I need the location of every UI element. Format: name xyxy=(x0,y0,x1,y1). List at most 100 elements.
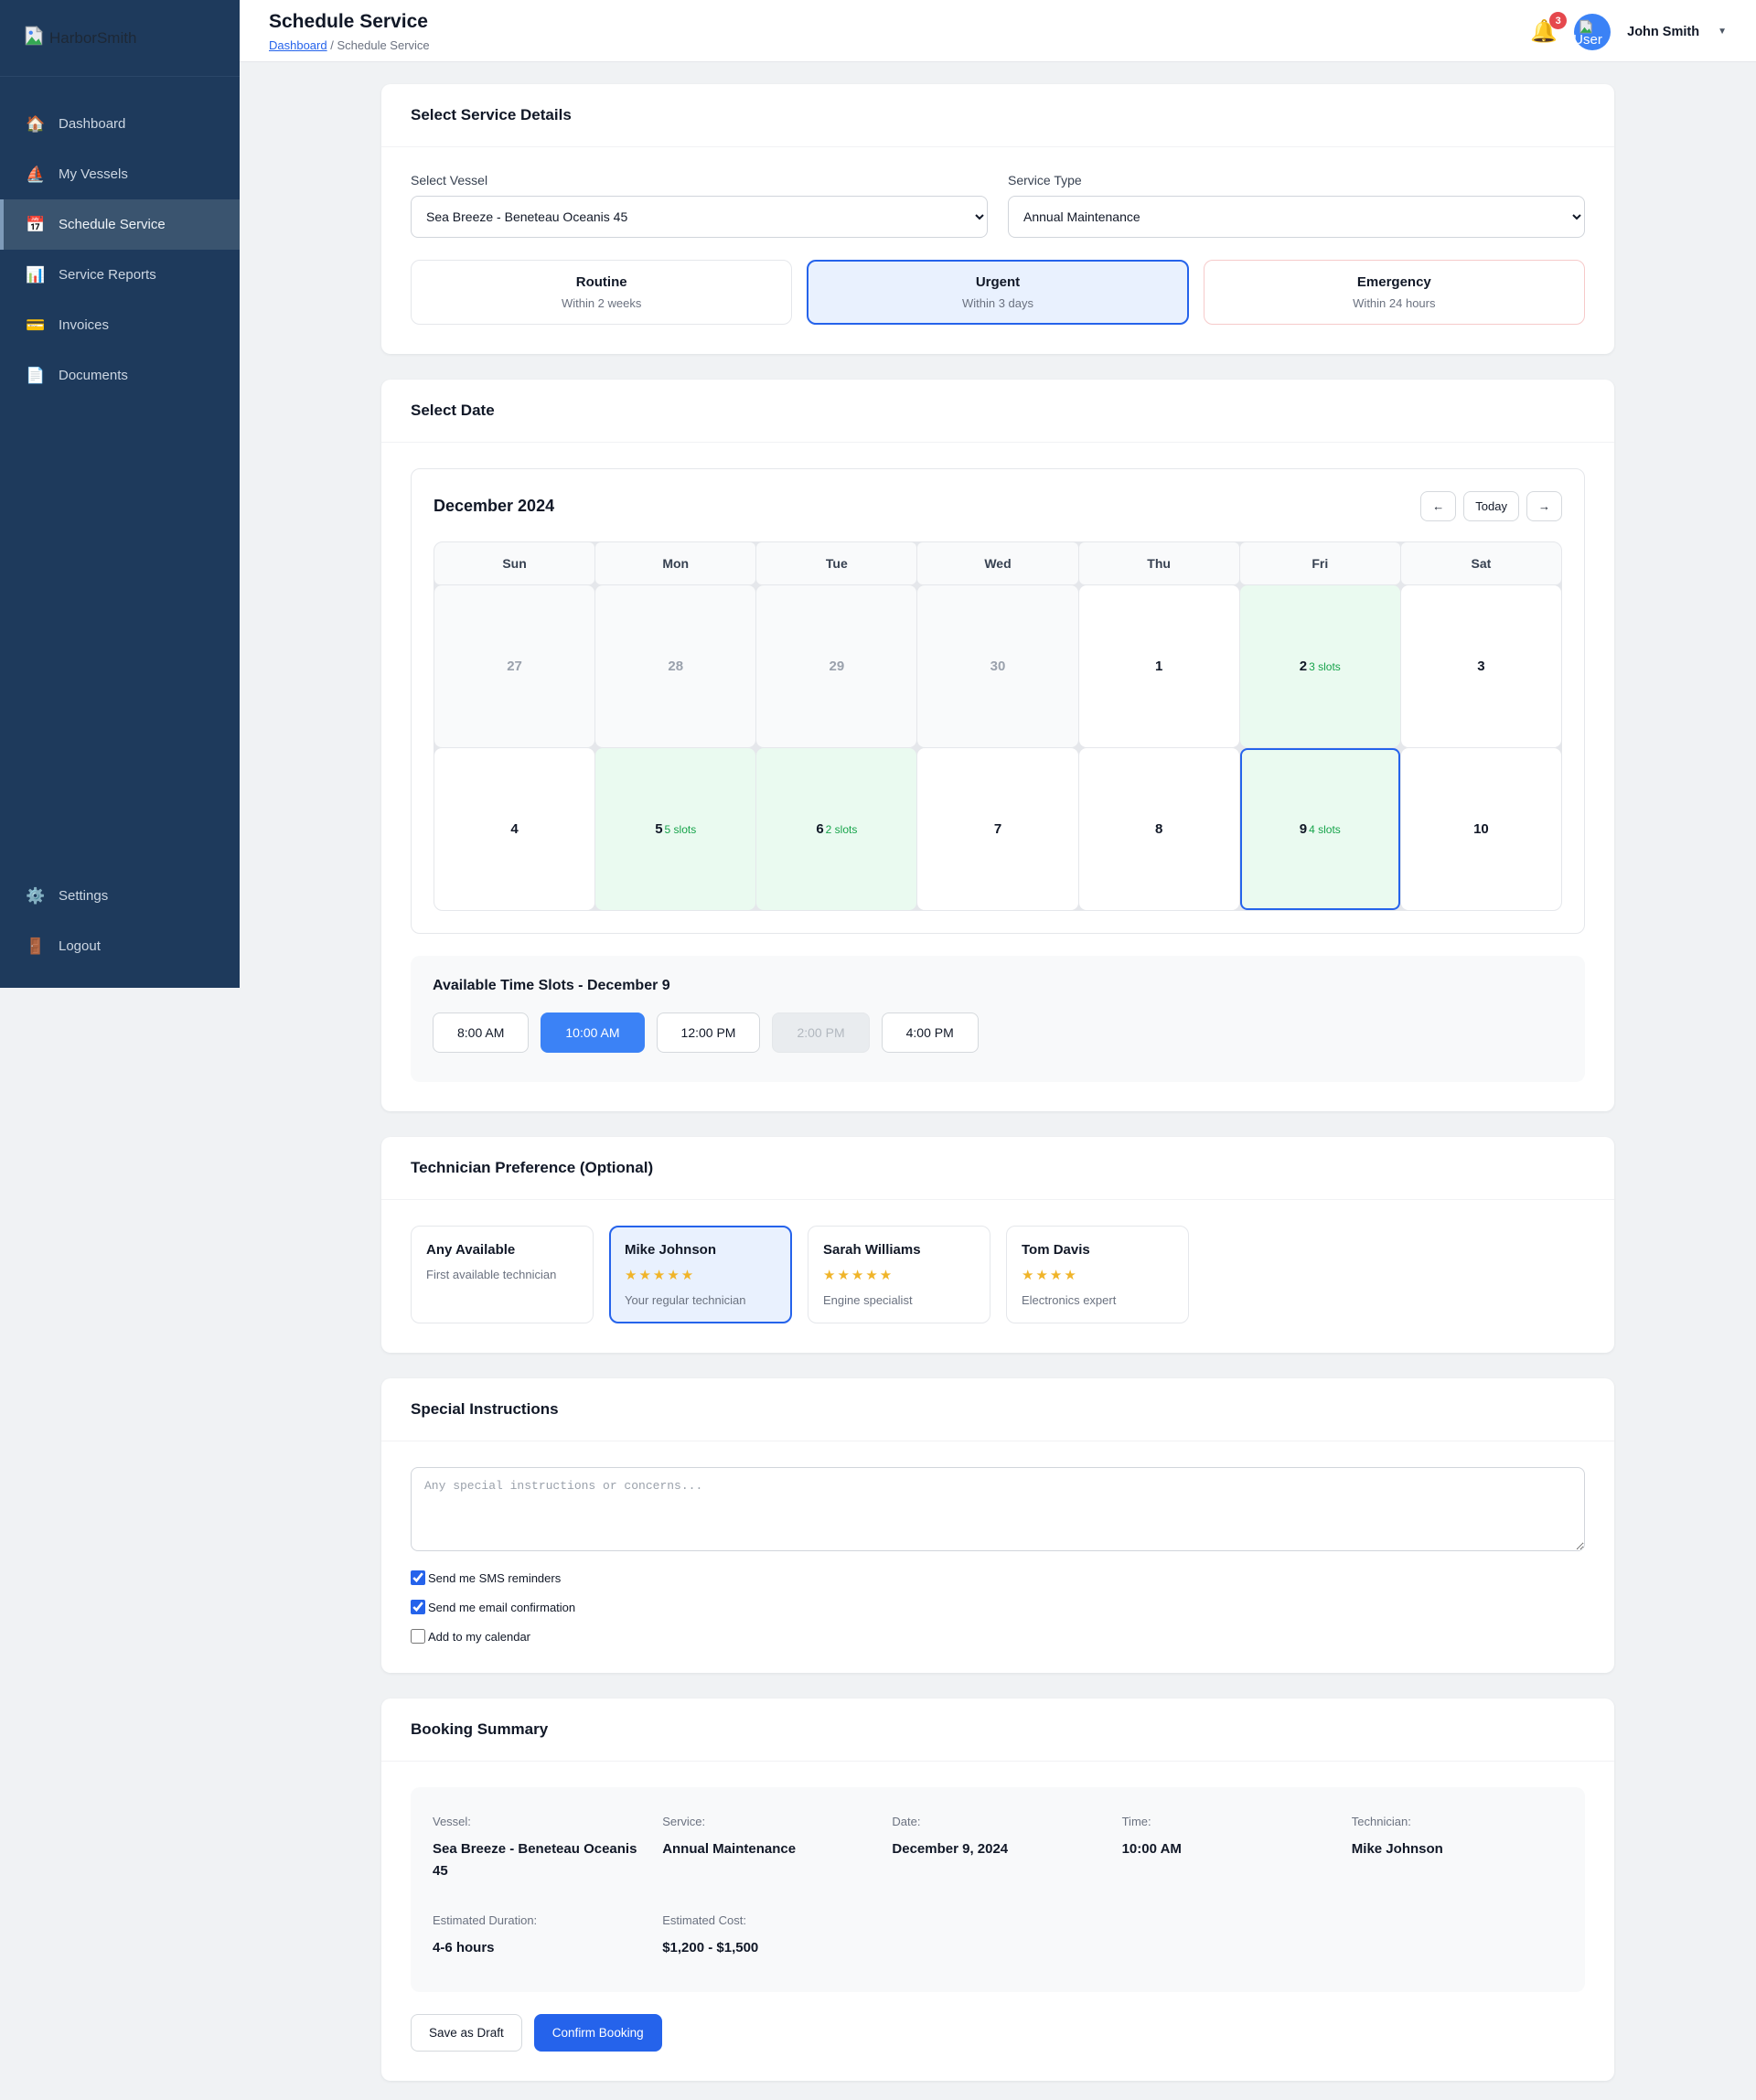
star-rating-icon: ★★★★★ xyxy=(823,1268,894,1283)
summary-field-label: Time: xyxy=(1121,1815,1151,1828)
checkbox-send-me-sms-reminders[interactable] xyxy=(411,1570,425,1585)
calendar-day-cell-8[interactable]: 8 xyxy=(1078,748,1239,910)
calendar-day-cell-28[interactable]: 28 xyxy=(595,585,756,747)
title-block: Schedule Service Dashboard / Schedule Se… xyxy=(269,11,430,52)
technician-option-any-available[interactable]: Any Available First available technician xyxy=(411,1226,594,1323)
checkbox-add-to-my-calendar[interactable] xyxy=(411,1629,425,1644)
calendar-day-cell-1[interactable]: 1 xyxy=(1078,585,1239,747)
booking-summary-card: Booking Summary Vessel: Sea Breeze - Bene… xyxy=(381,1698,1614,2081)
home-icon: 🏠 xyxy=(26,114,46,133)
service-type-select[interactable]: Annual Maintenance xyxy=(1008,196,1585,238)
technician-options: Any Available First available technician M… xyxy=(411,1226,1585,1323)
calendar-today-button[interactable]: Today xyxy=(1463,491,1519,521)
technician-card: Technician Preference (Optional) Any Ava… xyxy=(381,1137,1614,1353)
calendar-day-cell-3[interactable]: 3 xyxy=(1400,585,1561,747)
day-number: 27 xyxy=(507,659,522,674)
sidebar-item-logout[interactable]: 🚪 Logout xyxy=(0,921,240,971)
special-instructions-textarea[interactable] xyxy=(411,1467,1585,1551)
calendar-day-cell-4[interactable]: 4 xyxy=(434,748,595,910)
summary-field-value: 4-6 hours xyxy=(433,1940,495,1955)
priority-subtitle: Within 2 weeks xyxy=(561,296,642,310)
technician-description: Electronics expert xyxy=(1022,1293,1117,1307)
summary-field: Estimated Cost: $1,200 - $1,500 xyxy=(662,1913,873,1959)
summary-field-value: Mike Johnson xyxy=(1351,1841,1443,1857)
sidebar-item-settings[interactable]: ⚙️ Settings xyxy=(0,871,240,921)
time-slot-10-00-am[interactable]: 10:00 AM xyxy=(541,1012,645,1053)
notifications-bell-icon[interactable]: 🔔 3 xyxy=(1530,12,1568,45)
day-number: 9 xyxy=(1299,821,1308,837)
calendar-day-cell-29[interactable]: 29 xyxy=(756,585,917,747)
checkbox-send-me-email-confirmation[interactable] xyxy=(411,1600,425,1614)
user-avatar[interactable]: User xyxy=(1574,13,1611,50)
time-slot-8-00-am[interactable]: 8:00 AM xyxy=(433,1012,530,1053)
user-name[interactable]: John Smith xyxy=(1627,24,1700,39)
technician-option-mike-johnson[interactable]: Mike Johnson ★★★★★ Your regular technician xyxy=(609,1226,792,1323)
sidebar-item-invoices[interactable]: 💳 Invoices xyxy=(0,300,240,350)
weekday-header: Fri xyxy=(1239,542,1400,584)
vessel-select[interactable]: Sea Breeze - Beneteau Oceanis 45 xyxy=(411,196,988,238)
time-slot-4-00-pm[interactable]: 4:00 PM xyxy=(881,1012,979,1053)
priority-option-routine[interactable]: Routine Within 2 weeks xyxy=(411,260,793,325)
calendar-next-button[interactable]: → xyxy=(1526,491,1562,521)
time-slot-2-00-pm[interactable]: 2:00 PM xyxy=(772,1012,870,1053)
weekday-header: Sat xyxy=(1400,542,1561,584)
service-details-card: Select Service Details Select Vessel Sea… xyxy=(381,84,1614,354)
top-header-bar: Schedule Service Dashboard / Schedule Se… xyxy=(240,0,1756,62)
sidebar-item-label: Service Reports xyxy=(59,267,156,283)
technician-option-sarah-williams[interactable]: Sarah Williams ★★★★★ Engine specialist xyxy=(808,1226,990,1323)
calendar-nav: ← Today → xyxy=(1420,491,1562,521)
sidebar-item-my-vessels[interactable]: ⛵ My Vessels xyxy=(0,149,240,199)
priority-subtitle: Within 24 hours xyxy=(1353,296,1436,310)
broken-image-icon xyxy=(1578,18,1594,39)
technician-description: Engine specialist xyxy=(823,1293,913,1307)
calendar-grid: Sun Mon Tue Wed Thu Fri Sat 27 28 29 30 1 2 3 slots 3 4… xyxy=(434,541,1562,911)
breadcrumb-dashboard-link[interactable]: Dashboard xyxy=(269,38,327,52)
sidebar-item-label: Logout xyxy=(59,938,101,954)
select-date-body: December 2024 ← Today → Sun Mon Tue Wed Thu F… xyxy=(381,443,1614,1111)
broken-image-icon xyxy=(22,24,46,52)
credit-card-icon: 💳 xyxy=(26,316,46,334)
sidebar-item-schedule-service[interactable]: 📅 Schedule Service xyxy=(0,199,240,250)
day-number: 28 xyxy=(668,659,684,674)
section-title: Special Instructions xyxy=(411,1400,559,1418)
day-number: 30 xyxy=(990,659,1006,674)
breadcrumb-separator: / xyxy=(330,38,334,52)
priority-option-emergency[interactable]: Emergency Within 24 hours xyxy=(1203,260,1585,325)
time-slot-12-00-pm[interactable]: 12:00 PM xyxy=(656,1012,761,1053)
weekday-header: Sun xyxy=(434,542,595,584)
technician-option-tom-davis[interactable]: Tom Davis ★★★★ Electronics expert xyxy=(1006,1226,1189,1323)
sidebar-item-label: Invoices xyxy=(59,317,110,333)
sidebar-item-service-reports[interactable]: 📊 Service Reports xyxy=(0,250,240,300)
summary-field-value: December 9, 2024 xyxy=(892,1841,1009,1857)
select-date-header: Select Date xyxy=(381,380,1614,443)
time-slots-title: Available Time Slots - December 9 xyxy=(433,978,670,993)
save-as-draft-button[interactable]: Save as Draft xyxy=(411,2014,522,2052)
sidebar-item-dashboard[interactable]: 🏠 Dashboard xyxy=(0,99,240,149)
calendar-day-cell-10[interactable]: 10 xyxy=(1400,748,1561,910)
calendar-day-cell-30[interactable]: 30 xyxy=(917,585,1078,747)
sidebar-item-label: My Vessels xyxy=(59,166,128,182)
summary-field-label: Estimated Duration: xyxy=(433,1913,538,1927)
confirm-booking-button[interactable]: Confirm Booking xyxy=(533,2014,662,2052)
time-slots-panel: Available Time Slots - December 9 8:00 A… xyxy=(411,956,1585,1082)
sailboat-icon: ⛵ xyxy=(26,165,46,183)
weekday-header: Wed xyxy=(917,542,1078,584)
priority-option-urgent[interactable]: Urgent Within 3 days xyxy=(807,260,1189,325)
summary-field-value: Sea Breeze - Beneteau Oceanis 45 xyxy=(433,1841,637,1879)
calendar-icon: 📅 xyxy=(26,215,46,233)
technician-description: Your regular technician xyxy=(625,1293,746,1307)
instructions-card: Special Instructions Send me SMS reminde… xyxy=(381,1378,1614,1673)
chevron-down-icon[interactable]: ▼ xyxy=(1718,27,1727,37)
calendar-prev-button[interactable]: ← xyxy=(1420,491,1457,521)
calendar-day-cell-7[interactable]: 7 xyxy=(917,748,1078,910)
day-number: 8 xyxy=(1154,821,1163,837)
sidebar-item-label: Schedule Service xyxy=(59,217,166,232)
calendar-day-cell-27[interactable]: 27 xyxy=(434,585,595,747)
vessel-label: Select Vessel xyxy=(411,173,488,188)
sidebar-item-documents[interactable]: 📄 Documents xyxy=(0,350,240,401)
bar-chart-icon: 📊 xyxy=(26,265,46,284)
